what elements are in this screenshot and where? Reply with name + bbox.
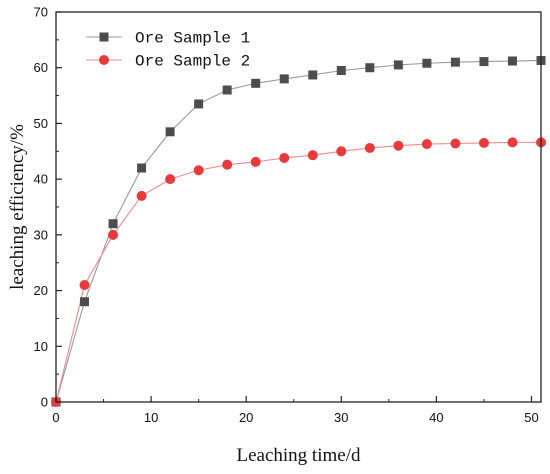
y-axis-title: leaching efficiency/% [7,124,28,290]
y-tick-label: 40 [34,172,48,187]
data-point-ore-sample-1-15 [479,57,489,67]
data-point-ore-sample-2-12 [393,140,404,151]
y-tick-label: 10 [34,339,48,354]
data-point-ore-sample-1-4 [165,127,175,137]
data-point-ore-sample-1-10 [336,66,346,75]
x-tick-label: 30 [334,410,348,425]
series-line-ore-sample-2 [56,141,541,402]
y-tick-label: 60 [34,60,48,75]
data-point-ore-sample-1-9 [308,70,318,80]
data-point-ore-sample-2-10 [336,146,347,157]
y-axis: 0 10 20 30 40 50 60 70 [34,5,62,410]
data-point-ore-sample-1-5 [194,99,204,109]
x-tick-label: 20 [239,410,253,425]
data-point-ore-sample-2-11 [364,142,375,153]
plot-frame [55,11,542,403]
legend-label-ore-sample-1: Ore Sample 1 [135,30,250,48]
series-line-ore-sample-1 [56,59,541,402]
x-tick-label: 10 [144,410,158,425]
x-tick-label: 40 [429,410,443,425]
data-point-ore-sample-1-7 [251,78,261,88]
data-point-ore-sample-2-15 [478,137,489,148]
series-markers [51,55,546,407]
data-point-ore-sample-2-7 [250,156,261,167]
data-point-ore-sample-1-12 [393,60,403,70]
x-tick-label: 0 [52,410,59,425]
data-point-ore-sample-2-4 [165,174,176,185]
data-point-ore-sample-1-1 [80,297,90,307]
y-tick-label: 50 [34,116,48,131]
x-tick-label: 50 [524,410,538,425]
y-tick-label: 0 [41,395,48,410]
data-point-ore-sample-1-11 [365,63,375,73]
x-axis: 0 10 20 30 40 50 [52,396,539,425]
data-point-ore-sample-2-9 [307,150,318,161]
data-point-ore-sample-1-2 [108,219,118,229]
data-point-ore-sample-2-16 [507,137,518,148]
legend-marker-ore-sample-1 [99,32,109,42]
series-lines [56,59,541,402]
data-point-ore-sample-2-2 [108,229,119,240]
legend-label-ore-sample-2: Ore Sample 2 [135,53,250,71]
legend-item-ore-sample-2: Ore Sample 2 [86,53,250,71]
data-point-ore-sample-2-14 [450,138,461,149]
y-tick-label: 70 [34,5,48,20]
data-point-ore-sample-2-3 [136,190,147,201]
y-tick-label: 20 [34,283,48,298]
data-point-ore-sample-1-3 [137,163,147,173]
data-point-ore-sample-1-14 [450,57,460,67]
legend: Ore Sample 1 Ore Sample 2 [86,30,250,71]
data-point-ore-sample-1-16 [507,56,517,66]
data-point-ore-sample-2-6 [222,159,233,170]
x-axis-title: Leaching time/d [237,445,361,466]
data-point-ore-sample-1-6 [222,85,232,95]
data-point-ore-sample-2-8 [279,152,290,163]
data-point-ore-sample-2-1 [79,280,90,290]
data-point-ore-sample-2-13 [421,139,432,150]
y-tick-label: 30 [34,227,48,242]
data-point-ore-sample-1-13 [422,58,432,68]
legend-item-ore-sample-1: Ore Sample 1 [86,30,250,48]
data-point-ore-sample-1-8 [279,74,289,84]
legend-marker-ore-sample-2 [99,55,109,65]
data-point-ore-sample-2-5 [193,165,204,176]
